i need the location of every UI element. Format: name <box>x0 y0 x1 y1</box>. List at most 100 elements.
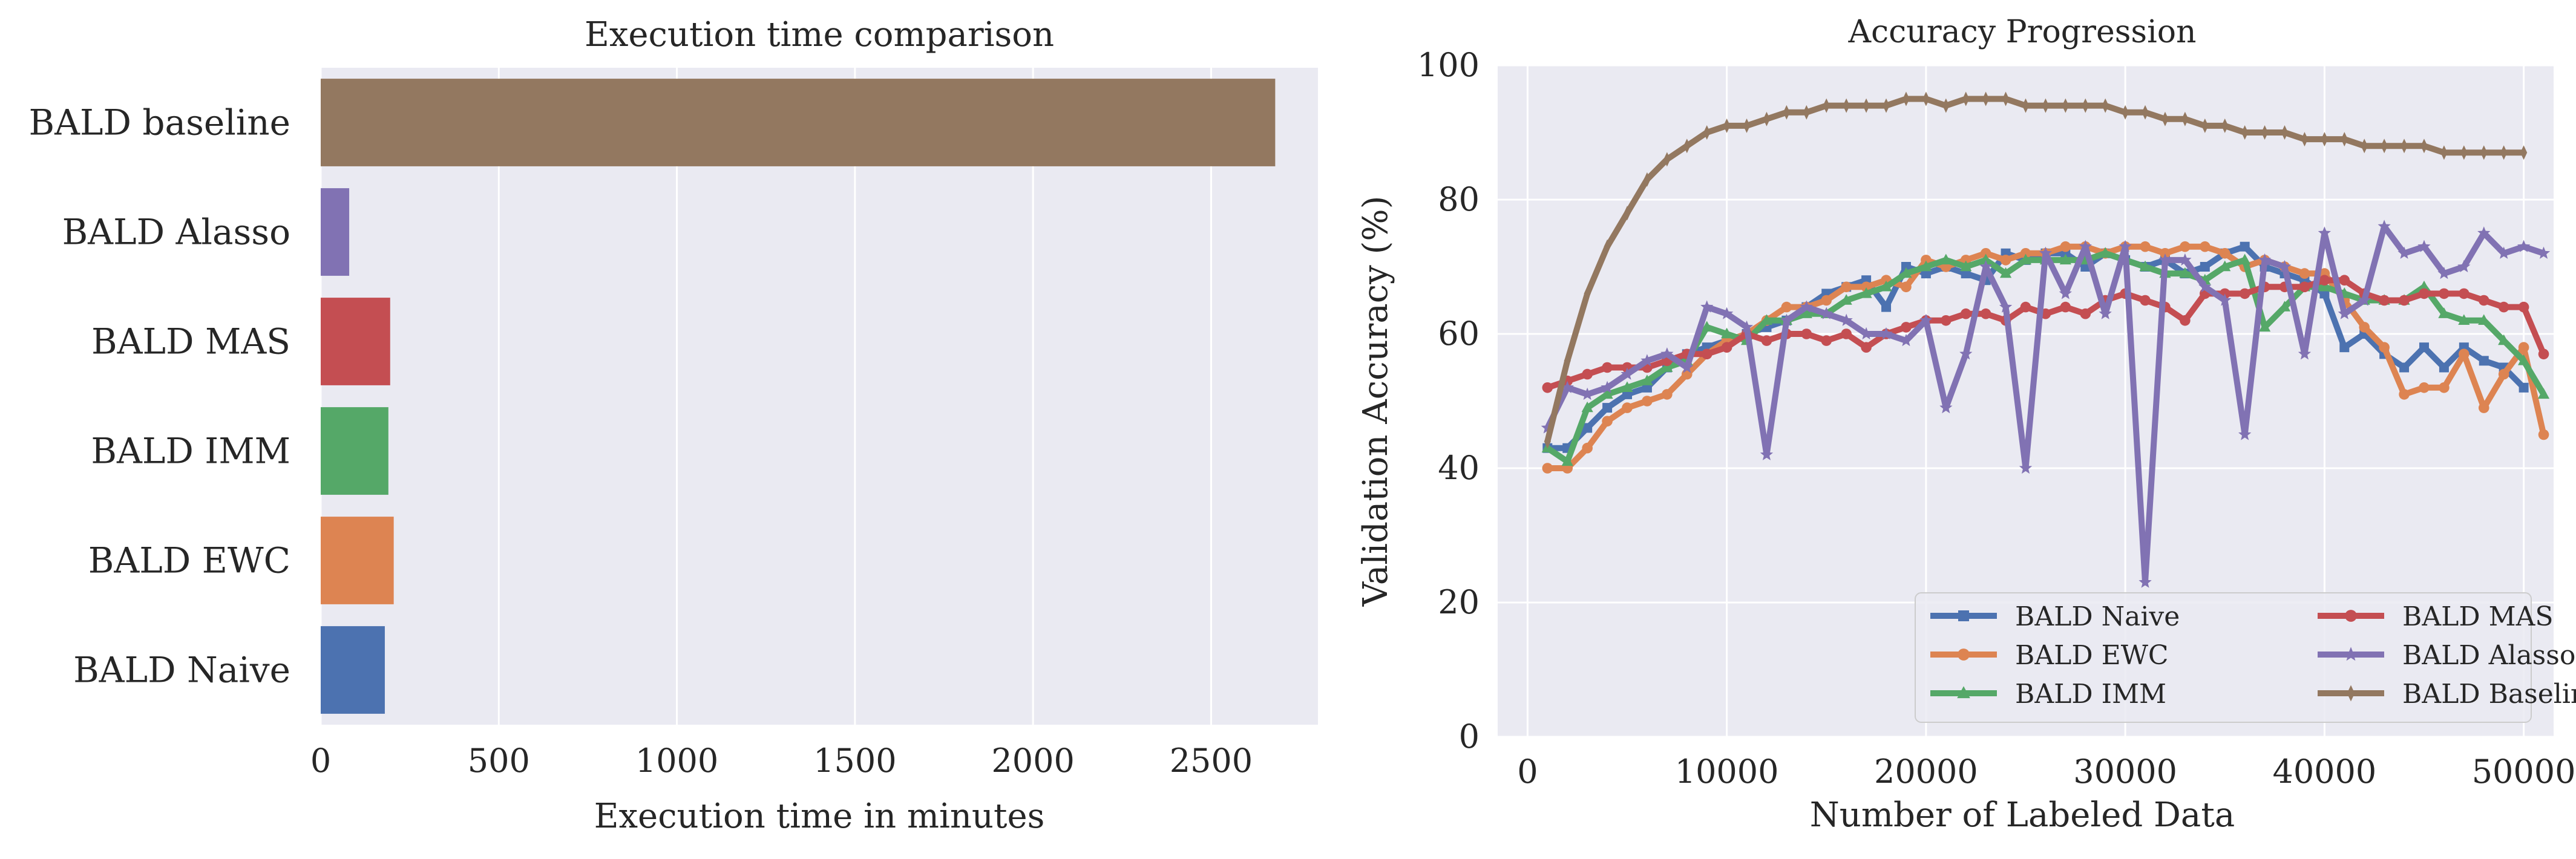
line-marker <box>1899 333 1913 347</box>
line-y-tick-label: 80 <box>1438 180 1480 218</box>
legend-label: BALD IMM <box>2015 679 2166 710</box>
line-x-tick-label: 0 <box>1517 753 1538 791</box>
line-marker <box>2479 356 2489 366</box>
line-marker <box>1920 260 1932 272</box>
line-marker <box>2518 354 2530 365</box>
line-marker <box>2419 342 2429 353</box>
bar-x-tick-label: 1000 <box>635 742 718 780</box>
line-marker <box>2099 247 2111 258</box>
line-marker <box>2478 402 2489 413</box>
line-marker <box>1701 348 1712 360</box>
bar <box>321 626 385 714</box>
line-marker <box>1800 300 1813 313</box>
legend-item: BALD EWC <box>1930 640 2169 671</box>
line-series <box>1544 91 2528 449</box>
line-marker <box>2138 575 2152 588</box>
line-marker <box>1582 368 1593 380</box>
line-marker <box>2200 262 2210 272</box>
line-marker <box>2261 125 2269 140</box>
line-marker <box>1840 313 1853 326</box>
line-marker <box>2439 382 2450 393</box>
line-marker <box>1680 361 1694 373</box>
line-marker <box>2438 307 2450 318</box>
line-marker <box>1581 387 1594 400</box>
line-marker <box>2062 98 2069 113</box>
legend-label: BALD Baseline <box>2402 679 2576 710</box>
line-marker <box>1919 313 1933 326</box>
bar <box>321 298 390 385</box>
line-marker <box>1723 118 1731 133</box>
line-marker <box>1760 314 1773 325</box>
line-marker <box>1761 335 1772 346</box>
line-marker <box>2299 281 2310 293</box>
line-marker <box>2020 301 2031 313</box>
line-marker <box>2140 241 2151 252</box>
line-marker <box>2238 428 2252 440</box>
line-marker <box>2420 139 2428 154</box>
line-marker <box>1940 253 1952 265</box>
line-marker <box>2298 347 2312 360</box>
line-marker <box>1542 463 1553 474</box>
legend-item: BALD Naive <box>1930 601 2180 632</box>
line-marker <box>1841 281 1852 293</box>
line-marker <box>2497 246 2511 259</box>
line-marker <box>1881 302 1892 312</box>
line-marker <box>1841 328 1852 339</box>
line-marker <box>2042 98 2050 113</box>
line-marker <box>2537 246 2551 259</box>
line-marker <box>2480 145 2488 160</box>
line-marker <box>1999 267 2012 278</box>
line-marker <box>1601 388 1613 399</box>
line-marker <box>2020 248 2031 259</box>
line-marker <box>1701 321 1713 332</box>
line-marker <box>1939 400 1953 414</box>
line-marker <box>1644 172 1651 187</box>
line-marker <box>2142 105 2149 120</box>
line-marker <box>2059 253 2071 265</box>
line-marker <box>2239 288 2250 299</box>
line-marker <box>2258 321 2271 332</box>
line-marker <box>2397 246 2411 259</box>
line-marker <box>2459 288 2469 299</box>
line-marker <box>1903 91 1910 106</box>
line-marker <box>2181 111 2189 126</box>
line-marker <box>2379 295 2390 306</box>
line-marker <box>2099 307 2112 319</box>
line-marker <box>1958 610 1969 621</box>
line-marker <box>1901 281 1912 293</box>
line-marker <box>2439 288 2450 299</box>
line-marker <box>1703 125 1711 140</box>
line-marker <box>2180 315 2191 326</box>
line-series <box>1542 275 2549 393</box>
line-marker <box>1663 152 1671 167</box>
line-marker <box>1960 260 1972 272</box>
line-marker <box>2518 342 2529 353</box>
line-marker <box>2339 342 2350 353</box>
line-marker <box>1959 347 1973 360</box>
line-marker <box>1581 401 1593 413</box>
line-marker <box>1942 98 1950 113</box>
bar-x-tick-label: 2500 <box>1170 742 1253 780</box>
line-marker <box>1561 381 1574 393</box>
line-marker <box>1763 111 1771 126</box>
line-marker <box>1660 347 1674 360</box>
legend-label: BALD Alasso <box>2402 640 2575 671</box>
legend-label: BALD EWC <box>2015 640 2169 671</box>
line-marker <box>1901 262 1911 272</box>
line-marker <box>1720 307 1734 319</box>
line-marker <box>2399 295 2410 306</box>
line-marker <box>2361 139 2368 154</box>
line-marker <box>1542 382 1553 393</box>
legend-item: BALD Baseline <box>2318 679 2576 710</box>
line-marker <box>1700 300 1714 313</box>
line-marker <box>2379 342 2390 353</box>
line-marker <box>1999 300 2013 313</box>
line-marker <box>1980 253 1992 265</box>
line-marker <box>1979 260 1993 273</box>
line-marker <box>2241 125 2249 140</box>
line-marker <box>2437 266 2451 279</box>
line-marker <box>1662 389 1673 400</box>
line-marker <box>1721 342 1732 353</box>
bar-x-tick-label: 500 <box>468 742 530 780</box>
